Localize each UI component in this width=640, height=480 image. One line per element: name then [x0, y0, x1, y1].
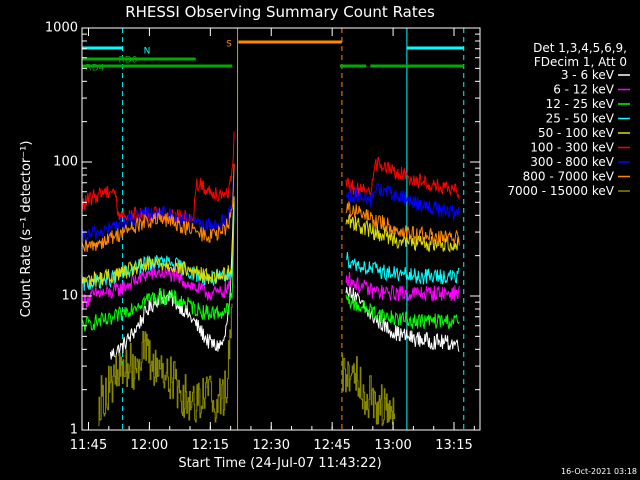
chart-title: RHESSI Observing Summary Count Rates	[125, 3, 435, 21]
series-line-3-segment-1	[345, 251, 460, 285]
legend-label-5: 100 - 300 keV	[530, 141, 614, 155]
y-tick-label-2: 100	[53, 155, 78, 170]
series-line-6-segment-1	[345, 181, 460, 221]
legend-label-0: 3 - 6 keV	[561, 68, 615, 82]
plot-area: N S RD0 RD4	[81, 28, 465, 430]
series-line-8-segment-1	[341, 353, 396, 426]
legend-header-0: Det 1,3,4,5,6,9,	[533, 41, 627, 55]
series-line-2-segment-0	[81, 202, 235, 332]
flag-label-s: S	[226, 40, 232, 50]
timestamp: 16-Oct-2021 03:18	[561, 467, 637, 476]
legend-label-8: 7000 - 15000 keV	[507, 184, 614, 198]
series-line-2-segment-1	[345, 294, 460, 330]
axes: 11:45 12:00 12:15 12:30 12:45 13:00 13:15 1 10 10…	[45, 21, 480, 453]
y-tick-label-0: 1	[70, 423, 78, 438]
x-tick-label-3: 12:30	[253, 438, 290, 453]
flag-label-rd0: RD0	[119, 56, 138, 66]
series-line-6-segment-0	[81, 164, 235, 243]
plot-frame	[81, 27, 481, 431]
flag-label-n: N	[144, 47, 151, 57]
legend-label-4: 50 - 100 keV	[538, 126, 615, 140]
x-tick-label-1: 12:00	[131, 438, 168, 453]
legend-label-2: 12 - 25 keV	[546, 97, 615, 111]
series-line-1-segment-0	[81, 201, 235, 310]
legend-label-1: 6 - 12 keV	[553, 83, 615, 97]
legend-label-7: 800 - 7000 keV	[523, 170, 615, 184]
x-tick-label-5: 13:00	[374, 438, 411, 453]
series-line-0-segment-0	[109, 197, 235, 360]
y-tick-label-3: 1000	[45, 21, 78, 36]
x-tick-label-4: 12:45	[313, 438, 350, 453]
x-tick-label-6: 13:15	[435, 438, 472, 453]
series-line-4-segment-0	[81, 196, 235, 287]
series-line-1-segment-1	[345, 271, 460, 302]
legend-label-6: 300 - 800 keV	[530, 155, 614, 169]
y-tick-label-1: 10	[61, 289, 78, 304]
series-line-5-segment-1	[345, 156, 460, 200]
legend-label-3: 25 - 50 keV	[546, 112, 615, 126]
legend: Det 1,3,4,5,6,9,FDecim 1, Att 03 - 6 keV…	[507, 41, 630, 198]
legend-header-1: FDecim 1, Att 0	[534, 55, 627, 69]
series-line-8-segment-0	[98, 303, 233, 426]
series-line-7-segment-0	[81, 163, 235, 252]
x-tick-label-0: 11:45	[70, 438, 107, 453]
flag-label-rd4: RD4	[86, 64, 105, 74]
x-tick-label-2: 12:15	[192, 438, 229, 453]
x-axis-title: Start Time (24-Jul-07 11:43:22)	[178, 456, 381, 471]
series-line-7-segment-1	[345, 200, 460, 246]
y-axis-title: Count Rate (s⁻¹ detector⁻¹)	[19, 141, 34, 318]
